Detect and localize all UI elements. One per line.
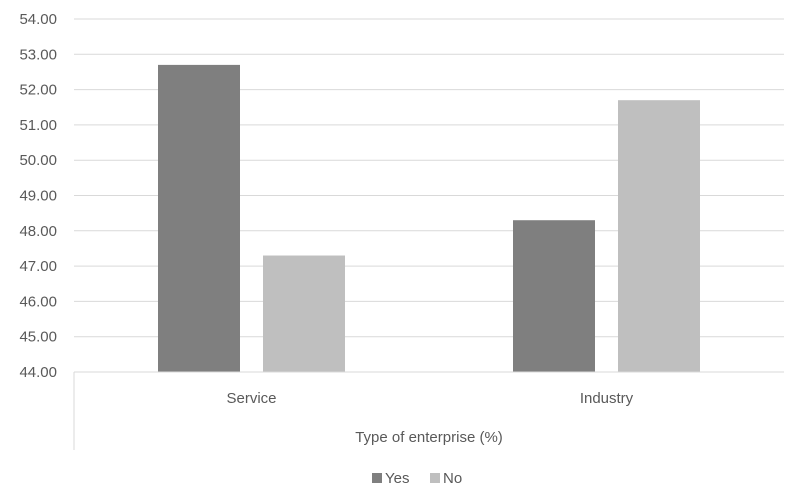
y-tick-label: 53.00 — [19, 46, 57, 63]
y-tick-label: 48.00 — [19, 223, 57, 240]
y-axis-tick-labels: 44.00 45.00 46.00 47.00 48.00 49.00 50.00 51.00… — [19, 11, 57, 381]
bar-no-industry — [618, 100, 700, 372]
axes — [73, 371, 784, 450]
legend-swatch-no — [430, 473, 440, 483]
bar-yes-industry — [513, 220, 595, 372]
x-tick-label: Service — [226, 390, 276, 407]
y-tick-label: 54.00 — [19, 11, 57, 28]
legend: Yes No — [372, 470, 462, 486]
y-tick-label: 49.00 — [19, 188, 57, 205]
y-tick-label: 47.00 — [19, 258, 57, 275]
y-tick-label: 45.00 — [19, 329, 57, 346]
legend-label-yes: Yes — [385, 470, 409, 486]
bars — [158, 64, 700, 372]
category-labels: Service Industry — [226, 390, 633, 407]
y-tick-label: 46.00 — [19, 293, 57, 310]
legend-swatch-yes — [372, 473, 382, 483]
y-tick-label: 51.00 — [19, 117, 57, 134]
y-tick-label: 44.00 — [19, 364, 57, 381]
y-tick-label: 50.00 — [19, 152, 57, 169]
x-tick-label: Industry — [580, 390, 634, 407]
bar-yes-service — [158, 64, 240, 372]
y-tick-label: 52.00 — [19, 82, 57, 99]
x-axis-title: Type of enterprise (%) — [355, 429, 503, 446]
legend-label-no: No — [443, 470, 462, 486]
bar-no-service — [263, 255, 345, 372]
